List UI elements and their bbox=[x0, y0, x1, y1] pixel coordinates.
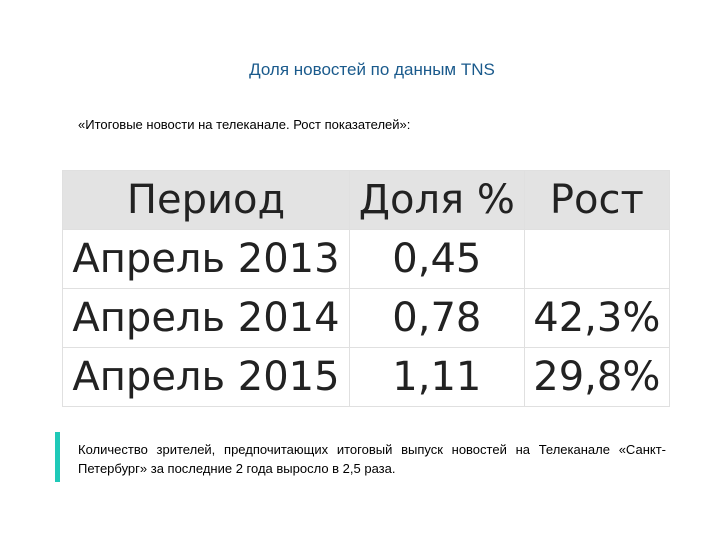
cell: Апрель 2014 bbox=[62, 288, 350, 348]
cell: 0,45 bbox=[349, 229, 525, 289]
row: Апрель 2013 0,45 bbox=[62, 229, 671, 289]
cell: 29,8% bbox=[523, 347, 671, 407]
cell: 1,11 bbox=[349, 347, 525, 407]
note: Количество зрителей, предпочитающих итог… bbox=[78, 442, 666, 476]
header-cell: Доля % bbox=[349, 170, 525, 230]
cell bbox=[523, 229, 671, 289]
subtitle: «Итоговые новости на телеканале. Рост по… bbox=[78, 117, 411, 132]
accent-bar bbox=[55, 432, 60, 482]
header-cell: Рост bbox=[523, 170, 671, 230]
cell: Апрель 2015 bbox=[62, 347, 350, 407]
cell: 0,78 bbox=[349, 288, 525, 348]
row: Апрель 2014 0,78 42,3% bbox=[62, 288, 671, 348]
header-cell: Период bbox=[62, 170, 350, 230]
cell: Апрель 2013 bbox=[62, 229, 350, 289]
title: Доля новостей по данным TNS bbox=[249, 60, 495, 79]
table: Период Доля % Рост Апрель 2013 0,45 Апре… bbox=[62, 170, 671, 407]
header-row: Период Доля % Рост bbox=[62, 170, 671, 230]
row: Апрель 2015 1,11 29,8% bbox=[62, 347, 671, 407]
cell: 42,3% bbox=[523, 288, 671, 348]
